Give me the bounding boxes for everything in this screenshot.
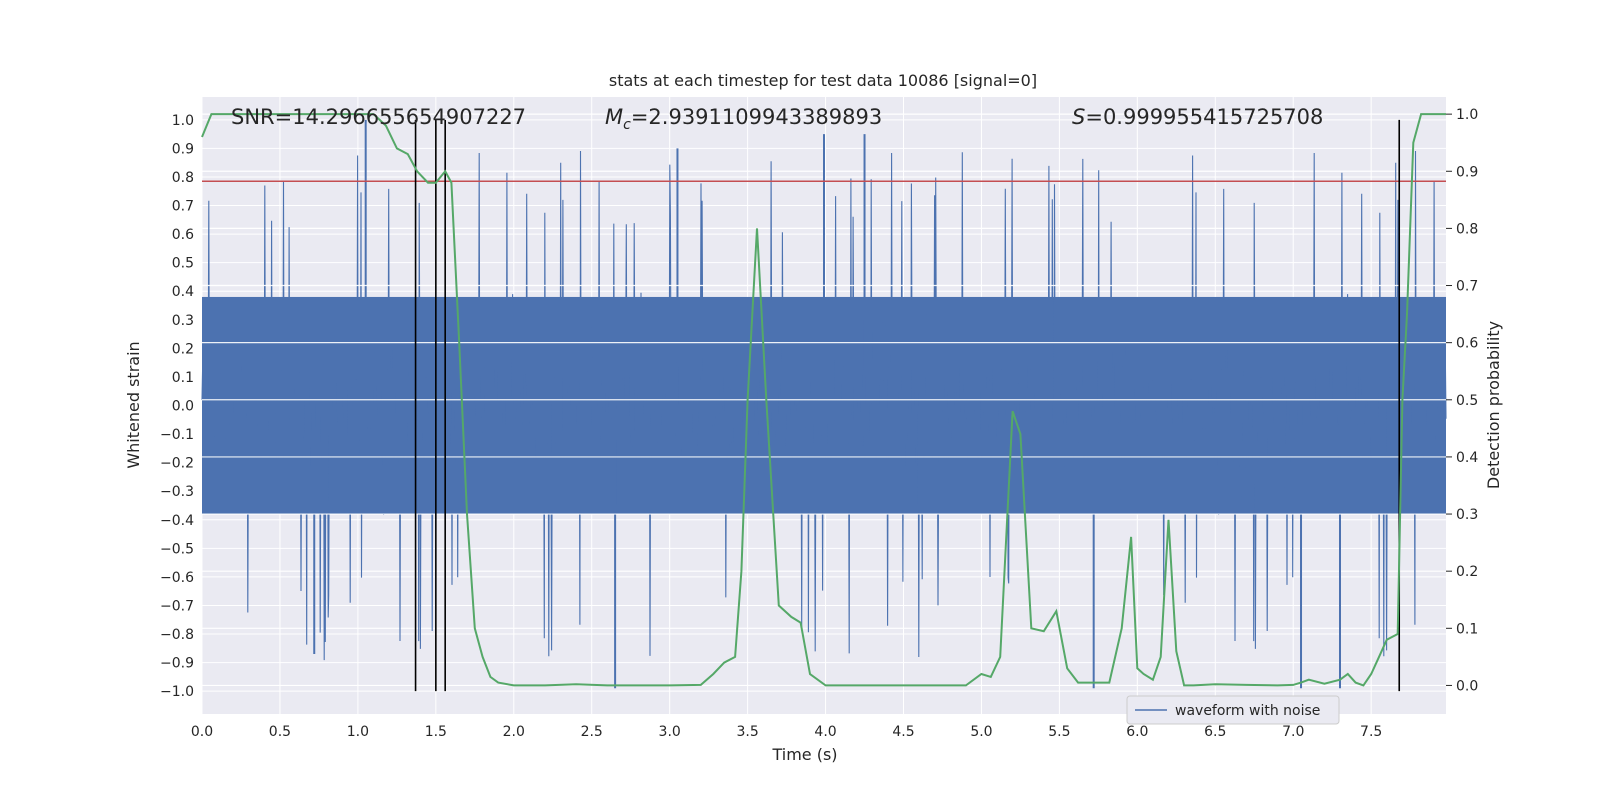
y-axis-ticks: 1.0 0.9 0.8 0.7 0.6 0.5 0.4 0.3 0.2 0.1 0.0 −0.1 −0.… [160, 113, 194, 700]
chirp-mass-subscript: c [623, 117, 631, 133]
y-tick-label-9: 0.1 [172, 370, 194, 386]
y-tick-label-20: −1.0 [160, 684, 194, 700]
y2-tick-label-6: 0.4 [1456, 450, 1478, 466]
y-tick-label-8: 0.2 [172, 341, 194, 357]
x-tick-label-8: 4.0 [814, 724, 836, 740]
y-tick-label-7: 0.3 [172, 313, 194, 329]
y-tick-label-15: −0.5 [160, 541, 194, 557]
y2-tick-label-9: 0.1 [1456, 621, 1478, 637]
y2-tick-label-4: 0.6 [1456, 336, 1478, 352]
y2-tick-label-7: 0.3 [1456, 507, 1478, 523]
y-tick-label-6: 0.4 [172, 284, 194, 300]
y2-tick-label-1: 0.9 [1456, 164, 1478, 180]
x-tick-label-12: 6.0 [1126, 724, 1148, 740]
chirp-mass-symbol: M [605, 105, 623, 129]
x-tick-label-10: 5.0 [970, 724, 992, 740]
y-tick-label-17: −0.7 [160, 598, 194, 614]
y-tick-label-5: 0.5 [172, 256, 194, 272]
s-symbol: S [1072, 105, 1085, 129]
x-tick-label-0: 0.0 [191, 724, 213, 740]
y-tick-label-2: 0.8 [172, 170, 194, 186]
x-tick-label-15: 7.5 [1360, 724, 1382, 740]
legend-box [1126, 695, 1340, 725]
waveform-series [201, 119, 1447, 689]
y2-tick-label-2: 0.8 [1456, 221, 1478, 237]
y-tick-label-4: 0.6 [172, 227, 194, 243]
y-tick-label-16: −0.6 [160, 570, 194, 586]
legend: waveform with noise [1126, 695, 1340, 725]
s-annotation: S=0.999955415725708 [1072, 105, 1323, 129]
y2-tick-label-8: 0.2 [1456, 564, 1478, 580]
y2-tick-label-0: 1.0 [1456, 107, 1478, 123]
y2-tick-label-5: 0.5 [1456, 393, 1478, 409]
x-tick-label-14: 7.0 [1282, 724, 1304, 740]
y-axis-label: Whitened strain [124, 341, 143, 468]
y2-tick-label-3: 0.7 [1456, 279, 1478, 295]
x-tick-label-9: 4.5 [892, 724, 914, 740]
y-tick-label-12: −0.2 [160, 456, 194, 472]
y-tick-label-14: −0.4 [160, 513, 194, 529]
x-tick-label-4: 2.0 [503, 724, 525, 740]
y-tick-label-18: −0.8 [160, 627, 194, 643]
y-tick-label-0: 1.0 [172, 113, 194, 129]
y-tick-label-1: 0.9 [172, 141, 194, 157]
x-tick-label-2: 1.0 [347, 724, 369, 740]
chart-title: stats at each timestep for test data 100… [609, 71, 1037, 90]
detection-probability-line [201, 113, 1446, 687]
y-tick-label-19: −0.9 [160, 656, 194, 672]
x-tick-label-5: 2.5 [581, 724, 603, 740]
x-tick-label-3: 1.5 [425, 724, 447, 740]
y-tick-label-13: −0.3 [160, 484, 194, 500]
x-axis-ticks: 0.0 0.5 1.0 1.5 2.0 2.5 3.0 3.5 4.0 4.5 5.0 5.5 6.0 6… [191, 724, 1382, 740]
snr-annotation: SNR=14.296655654907227 [231, 105, 526, 129]
chirp-mass-value: =2.9391109943389893 [631, 105, 882, 129]
y2-tick-label-10: 0.0 [1456, 678, 1478, 694]
y2-axis-ticks: 1.0 0.9 0.8 0.7 0.6 0.5 0.4 0.3 0.2 0.1 0.0 [1446, 107, 1478, 694]
detection-probability-series [201, 113, 1446, 687]
x-tick-label-13: 6.5 [1204, 724, 1226, 740]
s-value: =0.999955415725708 [1085, 105, 1323, 129]
x-tick-label-11: 5.5 [1048, 724, 1070, 740]
y2-axis-label: Detection probability [1484, 321, 1503, 489]
x-tick-label-1: 0.5 [269, 724, 291, 740]
x-axis-label: Time (s) [771, 745, 837, 764]
y-tick-label-3: 0.7 [172, 199, 194, 215]
x-tick-label-7: 3.5 [736, 724, 758, 740]
y-tick-label-10: 0.0 [172, 399, 194, 415]
x-tick-label-6: 3.0 [659, 724, 681, 740]
chirp-mass-annotation: Mc=2.9391109943389893 [605, 105, 882, 133]
legend-label-waveform: waveform with noise [1175, 703, 1320, 719]
y-tick-label-11: −0.1 [160, 427, 194, 443]
